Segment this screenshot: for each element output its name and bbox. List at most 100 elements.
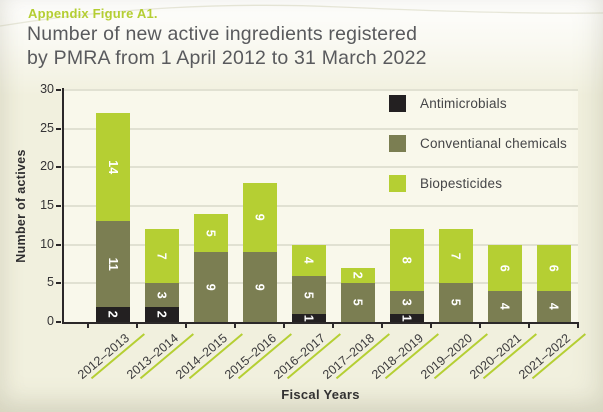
x-tick-label: 2020–2021 bbox=[467, 331, 526, 384]
x-tick-mark bbox=[87, 322, 89, 328]
bar-value-label: 3 bbox=[399, 299, 414, 307]
bar-segment-biopesticides: 14 bbox=[95, 113, 130, 222]
y-tick-label: 5 bbox=[47, 275, 54, 290]
bar-segment-antimicrobials: 2 bbox=[95, 306, 130, 322]
bar-value-label: 9 bbox=[252, 283, 267, 291]
x-tick-label: 2019–2020 bbox=[418, 331, 477, 384]
bar-segment-conventianal: 9 bbox=[193, 252, 228, 322]
x-tick-label: 2012–2013 bbox=[75, 331, 134, 384]
bar-value-label: 11 bbox=[105, 257, 120, 271]
bar-segment-conventianal: 5 bbox=[291, 275, 326, 315]
y-tick-mark bbox=[56, 205, 61, 207]
bar-value-label: 14 bbox=[105, 160, 120, 175]
gridline bbox=[62, 127, 578, 130]
x-tick-mark bbox=[136, 322, 138, 328]
bar-segment-biopesticides: 6 bbox=[536, 244, 571, 292]
bar-value-label: 2 bbox=[350, 272, 365, 280]
bar-segment-biopesticides: 6 bbox=[487, 244, 522, 292]
bar-segment-biopesticides: 2 bbox=[340, 267, 375, 284]
y-tick-label: 0 bbox=[47, 314, 54, 328]
bar-value-label: 5 bbox=[203, 229, 218, 237]
x-tick-mark bbox=[332, 322, 334, 328]
gridline bbox=[62, 166, 578, 169]
x-axis-line bbox=[61, 321, 579, 324]
bar-segment-conventianal: 3 bbox=[389, 291, 424, 315]
x-tick-label: 2018–2019 bbox=[369, 331, 428, 384]
decorative-curve bbox=[0, 4, 603, 27]
bar-value-label: 9 bbox=[203, 283, 218, 291]
bar-value-label: 6 bbox=[497, 264, 512, 272]
legend-label: Biopesticides bbox=[420, 176, 503, 191]
gridline bbox=[62, 89, 578, 91]
bar-segment-conventianal: 9 bbox=[242, 252, 277, 322]
bar-segment-biopesticides: 4 bbox=[291, 244, 326, 276]
x-tick-mark bbox=[234, 322, 236, 328]
bar-value-label: 6 bbox=[546, 264, 561, 272]
y-tick-label: 20 bbox=[40, 159, 54, 174]
legend: Antimicrobials Conventianal chemicals Biop… bbox=[389, 95, 567, 215]
figure-title: Number of new active ingredients registe… bbox=[27, 23, 427, 70]
bar-value-label: 8 bbox=[399, 256, 414, 264]
y-tick-mark bbox=[56, 321, 61, 323]
y-tick-label: 10 bbox=[40, 236, 54, 251]
y-tick-label: 25 bbox=[40, 120, 54, 135]
figure-label: Appendix Figure A1. bbox=[28, 6, 158, 21]
bar-segment-biopesticides: 7 bbox=[144, 229, 179, 284]
legend-swatch-icon bbox=[389, 95, 406, 112]
x-tick-label: 2021–2022 bbox=[516, 331, 575, 384]
legend-item: Conventianal chemicals bbox=[389, 135, 567, 152]
bar-value-label: 7 bbox=[154, 252, 169, 260]
x-tick-label: 2015–2016 bbox=[222, 331, 281, 384]
legend-item: Biopesticides bbox=[389, 175, 567, 192]
x-tick-mark bbox=[185, 322, 187, 328]
bar-value-label: 2 bbox=[154, 310, 169, 318]
bar-value-label: 4 bbox=[497, 303, 512, 310]
x-tick-label: 2014–2015 bbox=[173, 331, 232, 384]
bar-segment-biopesticides: 8 bbox=[389, 229, 424, 292]
bar-segment-conventianal: 5 bbox=[340, 283, 375, 322]
bar-segment-biopesticides: 7 bbox=[438, 229, 473, 284]
x-tick-mark bbox=[283, 322, 285, 328]
y-tick-mark bbox=[56, 89, 61, 91]
legend-swatch-icon bbox=[389, 135, 406, 152]
bar-value-label: 7 bbox=[448, 252, 463, 260]
bar-value-label: 5 bbox=[301, 291, 316, 299]
bar-value-label: 5 bbox=[448, 299, 463, 307]
x-tick-mark bbox=[381, 322, 383, 328]
y-tick-label: 15 bbox=[40, 198, 54, 212]
bar-segment-biopesticides: 5 bbox=[193, 213, 228, 253]
bar-segment-conventianal: 4 bbox=[487, 291, 522, 322]
bar-value-label: 5 bbox=[350, 299, 365, 307]
x-tick-mark bbox=[430, 322, 432, 328]
bar-segment-conventianal: 4 bbox=[536, 291, 571, 322]
bar-value-label: 2 bbox=[105, 310, 120, 318]
bar-value-label: 3 bbox=[154, 291, 169, 299]
y-tick-mark bbox=[56, 282, 61, 285]
background-wash bbox=[0, 0, 603, 96]
x-tick-label: 2013–2014 bbox=[124, 331, 183, 384]
x-tick-mark bbox=[479, 322, 481, 328]
bar-value-label: 9 bbox=[252, 214, 267, 222]
legend-item: Antimicrobials bbox=[389, 95, 567, 112]
legend-label: Antimicrobials bbox=[420, 96, 507, 111]
gridline bbox=[62, 205, 578, 207]
legend-label: Conventianal chemicals bbox=[420, 136, 567, 151]
bar-segment-conventianal: 5 bbox=[438, 283, 473, 322]
figure-title-line2: by PMRA from 1 April 2012 to 31 March 20… bbox=[27, 46, 427, 69]
bar-segment-conventianal: 11 bbox=[95, 221, 130, 307]
x-tick-label: 2017–2018 bbox=[320, 331, 379, 384]
x-axis-title: Fiscal Years bbox=[281, 387, 360, 402]
x-tick-mark bbox=[528, 322, 530, 328]
y-axis-line bbox=[61, 88, 64, 323]
x-tick-label: 2016–2017 bbox=[271, 331, 330, 384]
bar-segment-antimicrobials: 1 bbox=[291, 314, 326, 322]
bar-segment-biopesticides: 9 bbox=[242, 182, 277, 253]
bar-segment-conventianal: 3 bbox=[144, 283, 179, 307]
bar-segment-antimicrobials: 2 bbox=[144, 306, 179, 322]
y-axis-title: Number of actives bbox=[14, 149, 28, 263]
y-tick-mark bbox=[56, 243, 61, 246]
y-tick-mark bbox=[56, 127, 61, 130]
y-tick-label: 30 bbox=[40, 82, 54, 96]
y-tick-mark bbox=[56, 166, 61, 169]
